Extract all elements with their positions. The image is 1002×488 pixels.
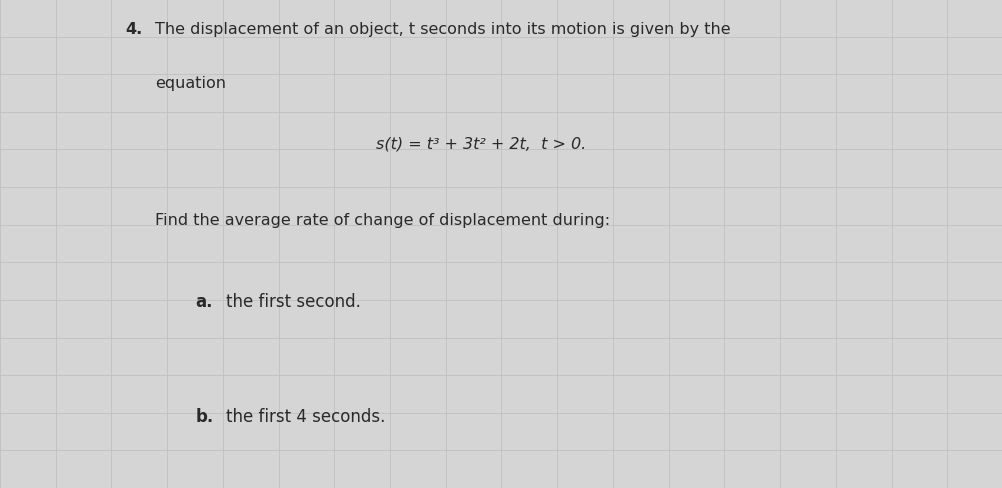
Text: a.: a.: [195, 293, 212, 311]
Text: the first second.: the first second.: [225, 293, 360, 311]
Text: 4.: 4.: [125, 22, 142, 37]
Text: Find the average rate of change of displacement during:: Find the average rate of change of displ…: [155, 212, 610, 227]
Text: b.: b.: [195, 407, 213, 426]
Text: The displacement of an object, t seconds into its motion is given by the: The displacement of an object, t seconds…: [155, 22, 730, 37]
Text: the first 4 seconds.: the first 4 seconds.: [225, 407, 385, 426]
Text: s(t) = t³ + 3t² + 2t,  t > 0.: s(t) = t³ + 3t² + 2t, t > 0.: [376, 137, 586, 152]
Text: equation: equation: [155, 76, 226, 91]
